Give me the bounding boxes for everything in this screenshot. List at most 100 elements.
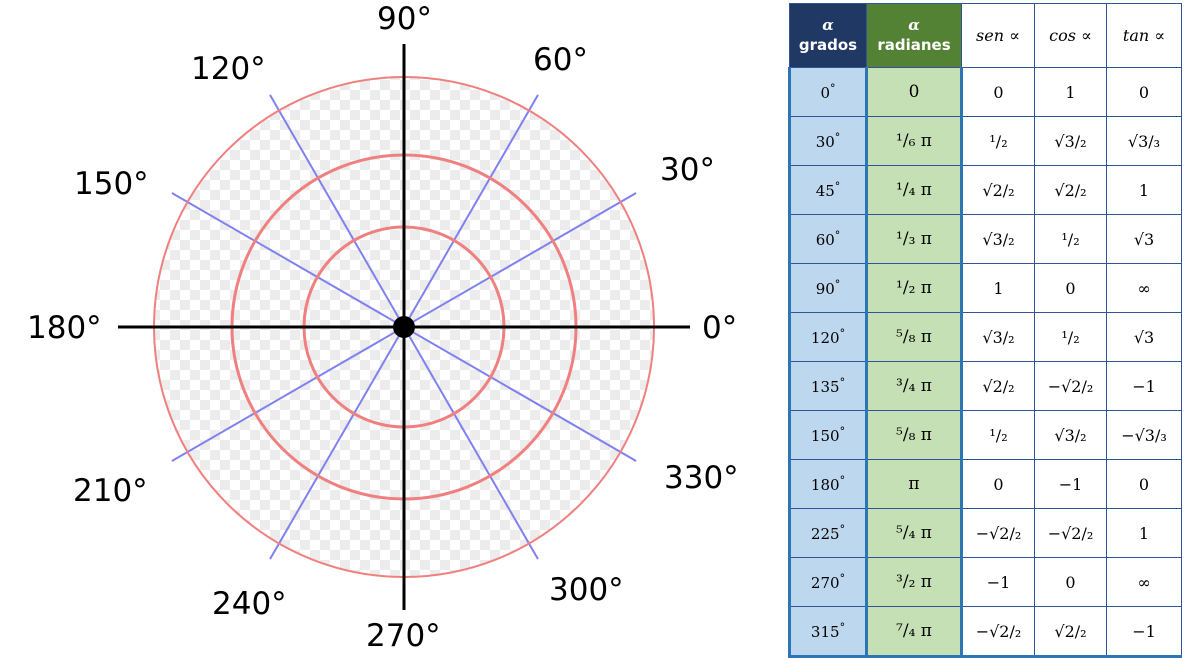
cell-grados-value: 135	[810, 378, 840, 396]
cell-radianes-value: π	[908, 474, 920, 494]
cell-cos: −√2/₂	[1034, 361, 1107, 411]
cell-cos-value: √3/₂	[1054, 425, 1087, 445]
cell-tan-value: 0	[1138, 474, 1150, 494]
cell-sen-value: √2/₂	[982, 180, 1015, 200]
cell-sen: 0	[961, 459, 1035, 509]
cell-cos: ¹/₂	[1034, 214, 1107, 264]
degree-mark: °	[830, 82, 836, 95]
degree-mark: °	[839, 474, 846, 487]
cell-grados: 180°	[788, 459, 868, 509]
cell-sen: −√2/₂	[961, 606, 1035, 658]
table-row: 135° ³/₄ π √2/₂ −√2/₂ −1	[788, 361, 1182, 411]
angle-label-330: 330°	[664, 460, 739, 496]
table-row: 30° ¹/₆ π ¹/₂ √3/₂ √3/₃	[788, 116, 1182, 166]
table-row: 60° ¹/₃ π √3/₂ ¹/₂ √3	[788, 214, 1182, 264]
cell-grados: 270°	[788, 557, 868, 607]
cell-sen-value: √2/₂	[982, 376, 1015, 396]
cell-cos-value: √3/₂	[1054, 131, 1087, 151]
cell-tan-value: −1	[1132, 376, 1156, 396]
angle-label-210: 210°	[73, 473, 148, 509]
cell-tan-value: ∞	[1137, 572, 1151, 592]
cell-grados-value: 315	[810, 623, 840, 641]
cell-tan: ∞	[1106, 557, 1182, 607]
cell-tan-value: 1	[1138, 180, 1150, 200]
cell-tan: −√3/₃	[1106, 410, 1182, 460]
cell-cos: ¹/₂	[1034, 312, 1107, 362]
cell-radianes: ⁵/₈ π	[865, 312, 963, 362]
cell-sen-value: ¹/₂	[989, 131, 1008, 151]
header-cos: cos ∝	[1034, 3, 1107, 68]
cell-sen-value: ¹/₂	[989, 425, 1008, 445]
cell-sen: −√2/₂	[961, 508, 1035, 558]
angle-label-300: 300°	[549, 572, 624, 608]
cell-grados: 315°	[788, 606, 868, 658]
header-sen: sen ∝	[961, 3, 1035, 68]
cell-radianes: ⁵/₄ π	[865, 508, 963, 558]
cell-sen-value: 1	[993, 278, 1004, 298]
cell-radianes-value: ¹/₄ π	[896, 180, 932, 200]
cell-radianes-value: ¹/₆ π	[896, 131, 932, 151]
cell-grados: 60°	[788, 214, 868, 264]
angle-label-150: 150°	[74, 166, 149, 202]
cell-grados: 225°	[788, 508, 868, 558]
cell-sen: √2/₂	[961, 165, 1035, 215]
cell-grados: 120°	[788, 312, 868, 362]
cell-sen: −1	[961, 557, 1035, 607]
cell-sen: 0	[961, 67, 1035, 117]
cell-sen: √2/₂	[961, 361, 1035, 411]
degree-mark: °	[834, 131, 841, 144]
polar-diagram: 0° 30° 60° 90° 120° 150° 180° 210° 240° …	[27, 1, 739, 650]
cell-grados-value: 180	[810, 476, 840, 494]
cell-radianes: ¹/₆ π	[865, 116, 963, 166]
angle-label-60: 60°	[533, 42, 588, 78]
cell-cos: √2/₂	[1034, 606, 1107, 658]
cell-radianes: ¹/₄ π	[865, 165, 963, 215]
angle-label-180: 180°	[27, 310, 102, 346]
cell-grados-value: 0	[820, 84, 831, 102]
cell-sen: ¹/₂	[961, 116, 1035, 166]
cell-grados-value: 120	[810, 329, 840, 347]
degree-mark: °	[839, 376, 846, 389]
cell-tan: 1	[1106, 508, 1182, 558]
cell-tan-value: √3	[1133, 327, 1155, 347]
angle-label-30: 30°	[660, 152, 715, 188]
cell-grados-value: 30	[815, 133, 835, 151]
table-row: 90° ¹/₂ π 1 0 ∞	[788, 263, 1182, 313]
cell-grados: 135°	[788, 361, 868, 411]
header-grados-symbol: α	[822, 16, 834, 34]
cell-cos-value: 0	[1065, 572, 1076, 592]
cell-sen-value: −√2/₂	[975, 523, 1022, 543]
cell-cos: √3/₂	[1034, 410, 1107, 460]
cell-tan: −1	[1106, 361, 1182, 411]
cell-sen: √3/₂	[961, 312, 1035, 362]
cell-tan: 0	[1106, 67, 1182, 117]
header-grados: α grados	[789, 3, 867, 68]
cell-sen-value: 0	[993, 474, 1004, 494]
header-radianes-label: radianes	[877, 35, 951, 54]
degree-mark: °	[839, 572, 846, 585]
table-row: 120° ⁵/₈ π √3/₂ ¹/₂ √3	[788, 312, 1182, 362]
cell-grados-value: 45	[815, 182, 835, 200]
cell-sen: 1	[961, 263, 1035, 313]
cell-radianes: 0	[865, 67, 963, 117]
degree-mark: °	[834, 229, 841, 242]
cell-radianes-value: ⁵/₄ π	[896, 523, 932, 543]
cell-cos-value: √2/₂	[1054, 180, 1087, 200]
cell-cos: −1	[1034, 459, 1107, 509]
angle-label-0: 0°	[702, 310, 737, 346]
table-row: 315° ⁷/₄ π −√2/₂ √2/₂ −1	[788, 606, 1182, 658]
header-radianes: α radianes	[866, 3, 962, 68]
cell-cos-value: ¹/₂	[1061, 229, 1080, 249]
table-row: 150° ⁵/₈ π ¹/₂ √3/₂ −√3/₃	[788, 410, 1182, 460]
cell-tan: −1	[1106, 606, 1182, 658]
degree-mark: °	[834, 278, 841, 291]
cell-radianes: ³/₂ π	[865, 557, 963, 607]
cell-grados-value: 90	[815, 280, 835, 298]
cell-cos-value: 0	[1065, 278, 1076, 298]
cell-cos: 0	[1034, 557, 1107, 607]
cell-grados: 45°	[788, 165, 868, 215]
header-grados-label: grados	[798, 35, 858, 54]
cell-sen: √3/₂	[961, 214, 1035, 264]
cell-tan: √3/₃	[1106, 116, 1182, 166]
cell-cos-value: √2/₂	[1054, 621, 1087, 641]
